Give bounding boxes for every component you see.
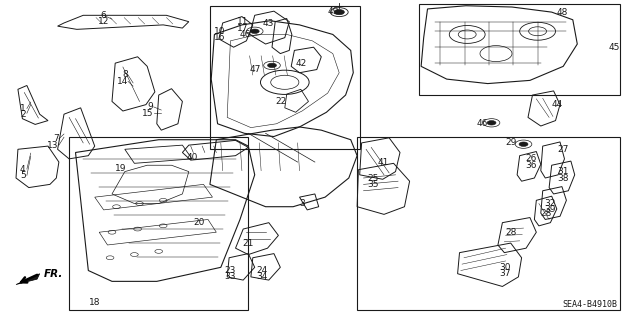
Text: 15: 15 [142, 109, 154, 118]
Text: 1: 1 [20, 104, 26, 113]
Bar [357, 137, 620, 310]
Text: 14: 14 [116, 77, 128, 86]
Text: 22: 22 [275, 97, 287, 106]
Text: 13: 13 [47, 141, 59, 150]
Circle shape [250, 29, 259, 33]
Text: 16: 16 [214, 33, 225, 42]
Text: 18: 18 [89, 298, 100, 307]
Text: 11: 11 [237, 17, 248, 26]
Text: 41: 41 [378, 158, 389, 167]
Text: 7: 7 [53, 134, 59, 143]
Text: 36: 36 [525, 161, 536, 170]
Bar [210, 6, 360, 149]
Text: 12: 12 [98, 17, 109, 26]
Text: 25: 25 [367, 174, 379, 182]
Polygon shape [16, 274, 40, 285]
Text: 44: 44 [552, 100, 563, 109]
Text: SEA4-B4910B: SEA4-B4910B [563, 300, 618, 309]
Text: 3: 3 [300, 199, 305, 208]
Text: 35: 35 [367, 180, 379, 189]
Circle shape [268, 63, 276, 68]
Text: 38: 38 [557, 174, 568, 182]
Text: 42: 42 [296, 59, 307, 68]
Bar [69, 137, 248, 310]
Text: 20: 20 [193, 218, 205, 227]
Text: 21: 21 [243, 239, 254, 248]
Text: 30: 30 [499, 263, 511, 272]
Text: 29: 29 [506, 138, 517, 147]
Text: 46: 46 [476, 119, 488, 128]
Text: 24: 24 [256, 266, 268, 275]
Bar [419, 4, 620, 95]
Text: 23: 23 [224, 266, 236, 275]
Text: FR.: FR. [44, 269, 63, 279]
Circle shape [487, 121, 496, 125]
Text: 43: 43 [262, 19, 274, 28]
Text: 39: 39 [544, 205, 556, 214]
Text: 31: 31 [557, 167, 568, 176]
Text: 40: 40 [186, 153, 198, 162]
Text: 34: 34 [256, 272, 268, 281]
Text: 48: 48 [556, 8, 568, 17]
Text: 9: 9 [148, 102, 154, 111]
Text: 27: 27 [557, 145, 568, 154]
Text: 45: 45 [608, 43, 620, 52]
Text: 17: 17 [237, 24, 248, 33]
Text: 2: 2 [20, 110, 26, 119]
Text: 26: 26 [525, 154, 536, 163]
Text: 5: 5 [20, 171, 26, 180]
Text: 47: 47 [250, 65, 261, 74]
Text: 49: 49 [327, 7, 339, 16]
Text: 28: 28 [506, 228, 517, 237]
Text: 33: 33 [224, 272, 236, 281]
Text: 19: 19 [115, 164, 127, 173]
Text: 8: 8 [122, 70, 128, 79]
Text: 6: 6 [101, 11, 106, 20]
Text: 46: 46 [239, 30, 251, 39]
Text: 28: 28 [540, 209, 552, 218]
Circle shape [519, 142, 528, 146]
Text: 32: 32 [544, 199, 556, 208]
Text: 10: 10 [214, 27, 225, 36]
Text: 4: 4 [20, 165, 26, 174]
Text: 37: 37 [499, 269, 511, 278]
Circle shape [334, 10, 344, 15]
